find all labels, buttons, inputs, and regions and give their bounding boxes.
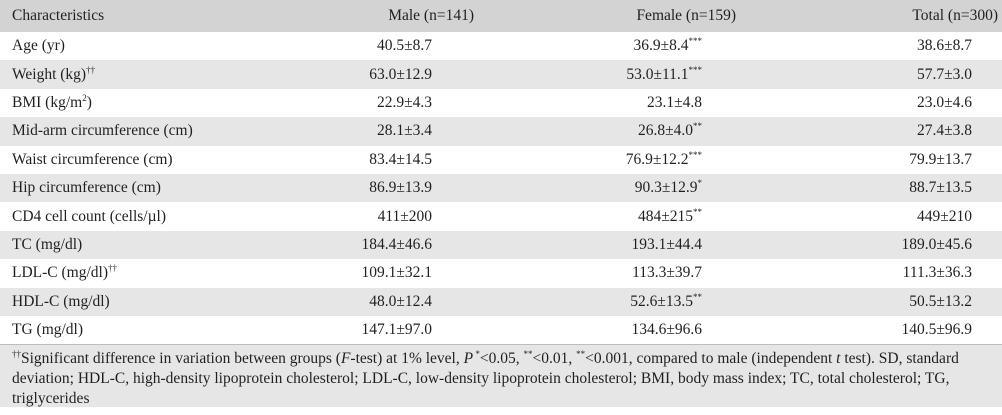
- row-label: Mid-arm circumference (cm): [12, 122, 193, 140]
- row-label: CD4 cell count (cells/µl): [12, 207, 166, 225]
- table-row: Weight (kg)†† 63.0±12.9 53.0±11.1*** 57.…: [0, 60, 1002, 89]
- table-row: Hip circumference (cm) 86.9±13.9 90.3±12…: [0, 173, 1002, 203]
- header-male: Male (n=141): [388, 7, 474, 24]
- table-row: TG (mg/dl) 147.1±97.0 134.6±96.6 140.5±9…: [0, 315, 1002, 345]
- table-header: Characteristics Male (n=141) Female (n=1…: [0, 0, 1002, 32]
- female-value: 23.1±4.8: [646, 93, 702, 111]
- female-value: 90.3±12.9*: [634, 178, 702, 197]
- table-row: LDL-C (mg/dl)†† 109.1±32.1 113.3±39.7 11…: [0, 259, 1002, 288]
- header-row: Characteristics Male (n=141) Female (n=1…: [0, 0, 1002, 32]
- male-value: 184.4±46.6: [361, 235, 432, 253]
- total-value: 23.0±4.6: [916, 93, 972, 111]
- row-label: Waist circumference (cm): [12, 150, 173, 168]
- male-value: 83.4±14.5: [369, 150, 432, 168]
- male-value: 28.1±3.4: [376, 122, 432, 140]
- total-value: 140.5±96.9: [901, 321, 972, 339]
- total-value: 449±210: [916, 207, 972, 225]
- table-body: Age (yr) 40.5±8.7 36.9±8.4*** 38.6±8.7 W…: [0, 32, 1002, 345]
- table-row: Waist circumference (cm) 83.4±14.5 76.9±…: [0, 145, 1002, 174]
- header-characteristics: Characteristics: [12, 7, 105, 24]
- header-female: Female (n=159): [636, 7, 736, 24]
- row-label: BMI (kg/m2): [12, 92, 92, 111]
- total-value: 50.5±13.2: [909, 292, 972, 310]
- total-value: 189.0±45.6: [901, 235, 972, 253]
- row-label: HDL-C (mg/dl): [12, 292, 110, 310]
- male-value: 40.5±8.7: [376, 37, 432, 55]
- female-value: 113.3±39.7: [632, 264, 702, 282]
- female-value: 52.6±13.5**: [630, 291, 702, 310]
- total-value: 79.9±13.7: [909, 150, 972, 168]
- female-value: 76.9±12.2***: [625, 149, 702, 168]
- row-label: TC (mg/dl): [12, 235, 83, 253]
- row-label: Age (yr): [12, 37, 65, 55]
- total-value: 57.7±3.0: [916, 65, 972, 83]
- total-value: 111.3±36.3: [902, 264, 972, 282]
- female-value: 26.8±4.0**: [637, 121, 702, 140]
- table-footnote: ††Significant difference in variation be…: [0, 344, 1002, 408]
- header-total: Total (n=300): [912, 7, 998, 24]
- female-value: 134.6±96.6: [631, 321, 702, 339]
- row-label: Weight (kg)††: [12, 64, 96, 83]
- row-label: LDL-C (mg/dl)††: [12, 263, 117, 282]
- male-value: 63.0±12.9: [369, 65, 432, 83]
- male-value: 48.0±12.4: [369, 292, 432, 310]
- total-value: 38.6±8.7: [916, 37, 972, 55]
- table-row: Age (yr) 40.5±8.7 36.9±8.4*** 38.6±8.7: [0, 32, 1002, 61]
- male-value: 411±200: [377, 207, 432, 225]
- table-row: Mid-arm circumference (cm) 28.1±3.4 26.8…: [0, 117, 1002, 146]
- table-row: HDL-C (mg/dl) 48.0±12.4 52.6±13.5** 50.5…: [0, 287, 1002, 316]
- total-value: 88.7±13.5: [909, 179, 972, 197]
- male-value: 22.9±4.3: [376, 93, 432, 111]
- female-value: 193.1±44.4: [631, 235, 702, 253]
- row-label: TG (mg/dl): [12, 321, 84, 339]
- table-row: CD4 cell count (cells/µl) 411±200 484±21…: [0, 202, 1002, 231]
- female-value: 484±215**: [637, 206, 702, 225]
- male-value: 147.1±97.0: [361, 321, 432, 339]
- table-row: TC (mg/dl) 184.4±46.6 193.1±44.4 189.0±4…: [0, 230, 1002, 260]
- female-value: 36.9±8.4***: [633, 36, 702, 55]
- male-value: 86.9±13.9: [369, 179, 432, 197]
- characteristics-table: Characteristics Male (n=141) Female (n=1…: [0, 0, 1002, 345]
- male-value: 109.1±32.1: [361, 264, 432, 282]
- table-row: BMI (kg/m2) 22.9±4.3 23.1±4.8 23.0±4.6: [0, 88, 1002, 118]
- female-value: 53.0±11.1***: [626, 64, 702, 83]
- row-label: Hip circumference (cm): [12, 179, 161, 197]
- total-value: 27.4±3.8: [916, 122, 972, 140]
